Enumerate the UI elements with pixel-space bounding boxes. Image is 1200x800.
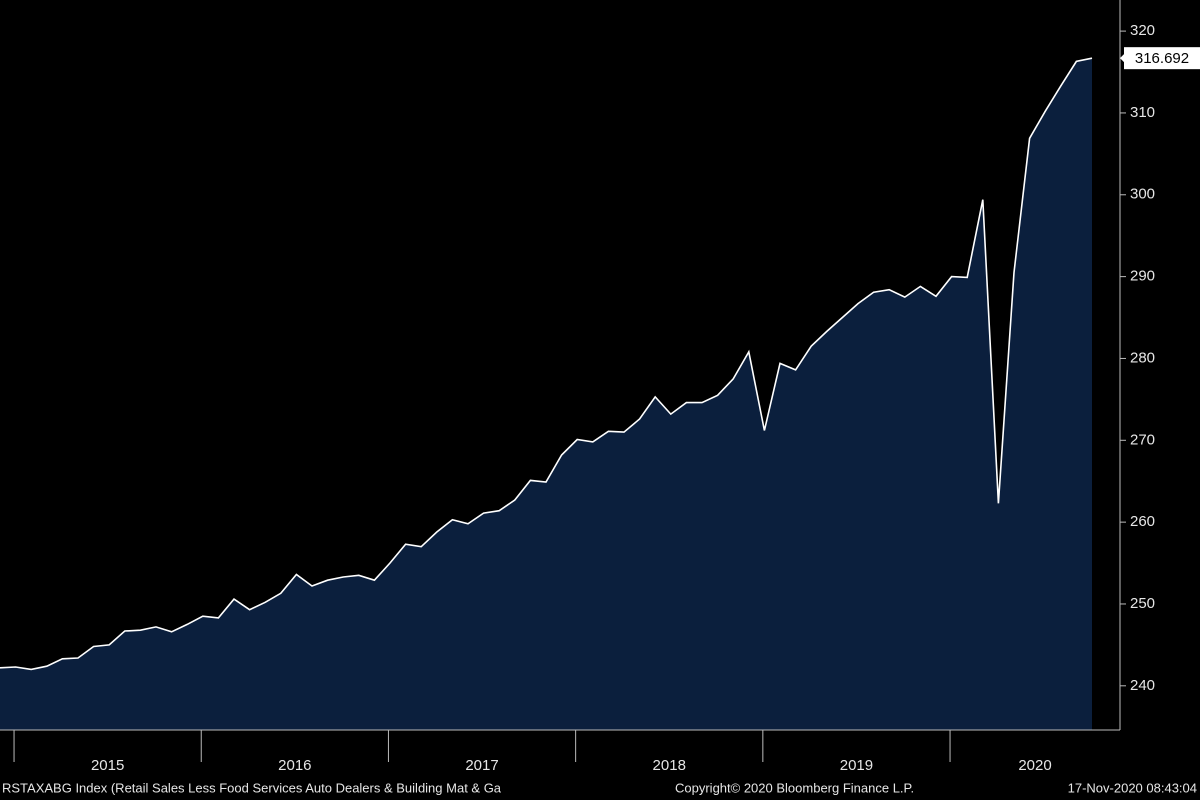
x-tick-label: 2017 <box>465 757 498 774</box>
y-tick-label: 240 <box>1130 677 1155 694</box>
y-tick-label: 310 <box>1130 104 1155 121</box>
y-tick-label: 250 <box>1130 595 1155 612</box>
x-tick-label: 2016 <box>278 757 311 774</box>
last-value-pointer <box>1120 52 1126 65</box>
x-tick-label: 2019 <box>840 757 873 774</box>
footer-center: Copyright© 2020 Bloomberg Finance L.P. <box>675 780 914 795</box>
footer-left: RSTAXABG Index (Retail Sales Less Food S… <box>2 780 502 795</box>
last-value-label: 316.692 <box>1135 50 1189 67</box>
y-tick-label: 260 <box>1130 513 1155 530</box>
footer-right: 17-Nov-2020 08:43:04 <box>1068 780 1197 795</box>
x-tick-label: 2015 <box>91 757 124 774</box>
y-tick-label: 270 <box>1130 431 1155 448</box>
line <box>0 57 1093 671</box>
y-tick-label: 290 <box>1130 268 1155 285</box>
y-tick-label: 280 <box>1130 349 1155 366</box>
x-tick-label: 2018 <box>653 757 686 774</box>
area <box>0 58 1092 730</box>
plot-area <box>0 57 1093 730</box>
y-tick-label: 320 <box>1130 22 1155 39</box>
y-tick-label: 300 <box>1130 186 1155 203</box>
last-value-box <box>1124 47 1200 70</box>
x-tick-label: 2020 <box>1018 757 1051 774</box>
